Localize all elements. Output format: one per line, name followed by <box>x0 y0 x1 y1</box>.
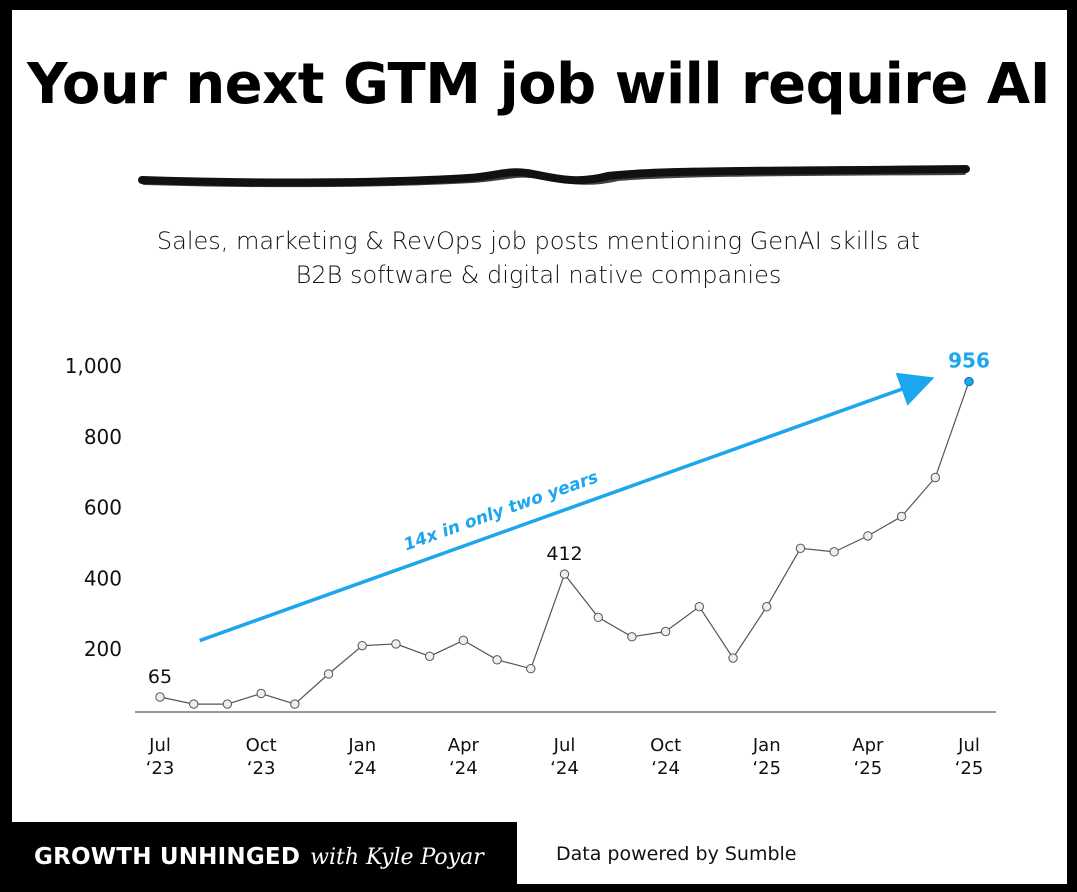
data-point <box>559 569 570 579</box>
data-point <box>863 531 873 541</box>
x-tick-year: ‘25 <box>854 758 883 779</box>
data-point <box>424 651 435 661</box>
x-tick-label: Apr‘25 <box>852 735 884 779</box>
data-point <box>593 612 603 623</box>
x-tick-year: ‘25 <box>955 758 984 779</box>
data-point <box>829 547 839 557</box>
data-point <box>728 653 738 663</box>
x-tick-month: Jul <box>957 735 980 756</box>
x-tick-year: ‘24 <box>651 758 680 779</box>
x-axis-ticks: Jul‘23Oct‘23Jan‘24Apr‘24Jul‘24Oct‘24Jan‘… <box>146 735 984 779</box>
y-tick-label: 200 <box>84 637 122 661</box>
chart-title: Your next GTM job will require AI <box>26 52 1051 117</box>
x-tick-label: Jul‘23 <box>146 735 175 779</box>
x-tick-month: Apr <box>852 735 884 756</box>
data-label: 956 <box>948 349 990 373</box>
data-point <box>526 663 536 674</box>
data-point <box>627 632 637 642</box>
x-tick-year: ‘24 <box>550 758 579 779</box>
brush-stroke-divider <box>138 165 970 188</box>
trend-arrow <box>199 372 935 643</box>
data-point <box>323 669 334 679</box>
data-labels: 65 412 956 <box>148 349 990 688</box>
x-tick-month: Apr <box>448 735 480 756</box>
y-tick-label: 400 <box>84 566 122 590</box>
data-label: 412 <box>546 543 582 565</box>
data-point <box>896 511 907 522</box>
chart-card <box>12 10 1067 884</box>
data-label: 65 <box>148 666 172 688</box>
x-tick-year: ‘24 <box>348 758 377 779</box>
x-tick-month: Jan <box>752 735 781 756</box>
y-tick-label: 800 <box>84 425 122 449</box>
data-point <box>930 472 940 483</box>
data-point <box>660 626 671 637</box>
data-point <box>964 376 974 387</box>
x-tick-month: Oct <box>246 735 277 756</box>
brand-byline: with Kyle Poyar <box>310 844 484 870</box>
x-tick-year: ‘24 <box>449 758 478 779</box>
data-point <box>391 639 401 649</box>
x-tick-year: ‘23 <box>146 758 175 779</box>
x-tick-year: ‘23 <box>247 758 276 779</box>
x-tick-label: Jan‘24 <box>347 735 376 779</box>
chart-subtitle: Sales, marketing & RevOps job posts ment… <box>0 224 1077 292</box>
trend-annotation: 14x in only two years <box>401 467 601 555</box>
data-point <box>762 602 772 612</box>
data-point <box>795 543 806 554</box>
y-tick-label: 1,000 <box>65 354 122 378</box>
x-tick-month: Jul <box>553 735 576 756</box>
x-tick-year: ‘25 <box>752 758 781 779</box>
brand-name: GROWTH UNHINGED <box>34 844 301 870</box>
x-tick-label: Oct‘24 <box>650 735 681 779</box>
data-point <box>357 640 367 651</box>
data-point <box>290 699 300 709</box>
data-point <box>222 699 233 709</box>
x-tick-label: Jul‘25 <box>955 735 984 779</box>
x-tick-month: Jul <box>148 735 171 756</box>
y-axis-ticks: 200 400 600 800 1,000 <box>65 354 122 661</box>
data-point <box>694 602 705 612</box>
x-tick-month: Oct <box>650 735 681 756</box>
subtitle-line-1: Sales, marketing & RevOps job posts ment… <box>156 227 921 255</box>
data-point <box>492 655 502 665</box>
y-tick-label: 600 <box>84 496 122 520</box>
data-point <box>458 635 469 646</box>
data-points <box>155 376 974 709</box>
subtitle-line-2: B2B software & digital native companies <box>295 261 782 289</box>
x-tick-label: Jul‘24 <box>550 735 579 779</box>
data-point <box>189 699 199 709</box>
x-tick-label: Oct‘23 <box>246 735 277 779</box>
data-point <box>155 692 165 702</box>
data-point <box>256 688 266 699</box>
x-tick-label: Apr‘24 <box>448 735 480 779</box>
footer-brand: GROWTH UNHINGED with Kyle Poyar <box>0 822 517 892</box>
data-source: Data powered by Sumble <box>556 843 797 865</box>
x-tick-label: Jan‘25 <box>752 735 781 779</box>
x-tick-month: Jan <box>347 735 376 756</box>
